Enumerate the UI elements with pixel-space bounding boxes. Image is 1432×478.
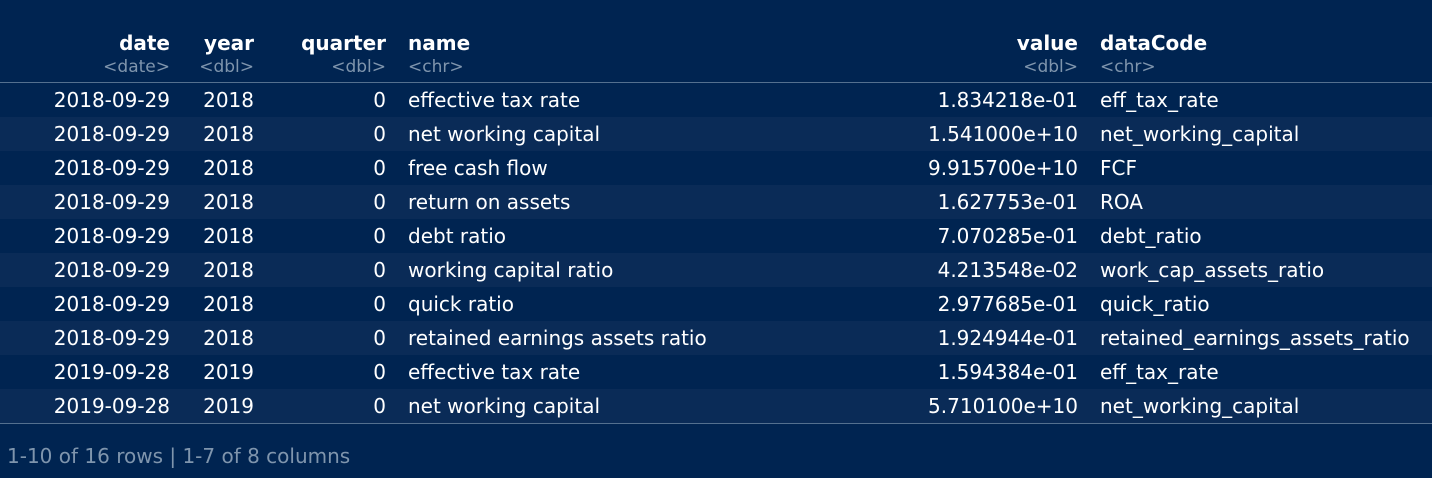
cell-datacode: debt_ratio: [1080, 219, 1432, 253]
cell-year: 2018: [172, 321, 258, 355]
table-row: 2019-09-28 2019 0 effective tax rate 1.5…: [0, 355, 1432, 389]
cell-quarter: 0: [258, 253, 390, 287]
cell-name: effective tax rate: [390, 355, 830, 389]
column-type: <dbl>: [199, 57, 254, 77]
cell-value: 4.213548e-02: [830, 253, 1080, 287]
cell-date: 2018-09-29: [0, 219, 172, 253]
cell-datacode: quick_ratio: [1080, 287, 1432, 321]
column-type: <dbl>: [1023, 57, 1078, 77]
table-row: 2018-09-29 2018 0 quick ratio 2.977685e-…: [0, 287, 1432, 321]
cell-date: 2019-09-28: [0, 355, 172, 389]
column-name: dataCode: [1100, 31, 1208, 55]
column-header-value[interactable]: value <dbl>: [830, 24, 1080, 83]
cell-value: 9.915700e+10: [830, 151, 1080, 185]
cell-name: quick ratio: [390, 287, 830, 321]
cell-year: 2018: [172, 185, 258, 219]
cell-name: net working capital: [390, 117, 830, 151]
cell-year: 2018: [172, 219, 258, 253]
column-type: <chr>: [1100, 57, 1156, 77]
cell-year: 2018: [172, 253, 258, 287]
table-header: date <date> year <dbl> quarter <dbl> nam…: [0, 24, 1432, 83]
cell-year: 2018: [172, 151, 258, 185]
cell-value: 1.541000e+10: [830, 117, 1080, 151]
cell-datacode: retained_earnings_assets_ratio: [1080, 321, 1432, 355]
cell-quarter: 0: [258, 82, 390, 117]
cell-quarter: 0: [258, 117, 390, 151]
cell-quarter: 0: [258, 321, 390, 355]
column-name: quarter: [301, 31, 386, 55]
cell-quarter: 0: [258, 185, 390, 219]
column-type: <date>: [103, 57, 170, 77]
cell-year: 2018: [172, 82, 258, 117]
cell-date: 2018-09-29: [0, 321, 172, 355]
table-row: 2018-09-29 2018 0 working capital ratio …: [0, 253, 1432, 287]
table-row: 2018-09-29 2018 0 free cash flow 9.91570…: [0, 151, 1432, 185]
cell-date: 2018-09-29: [0, 82, 172, 117]
cell-value: 5.710100e+10: [830, 389, 1080, 424]
cell-date: 2018-09-29: [0, 287, 172, 321]
table-row: 2018-09-29 2018 0 net working capital 1.…: [0, 117, 1432, 151]
column-header-name[interactable]: name <chr>: [390, 24, 830, 83]
table-body: 2018-09-29 2018 0 effective tax rate 1.8…: [0, 82, 1432, 424]
cell-name: retained earnings assets ratio: [390, 321, 830, 355]
cell-value: 1.924944e-01: [830, 321, 1080, 355]
cell-date: 2018-09-29: [0, 117, 172, 151]
table-row: 2018-09-29 2018 0 debt ratio 7.070285e-0…: [0, 219, 1432, 253]
cell-year: 2019: [172, 389, 258, 424]
cell-name: effective tax rate: [390, 82, 830, 117]
cell-datacode: net_working_capital: [1080, 117, 1432, 151]
cell-name: return on assets: [390, 185, 830, 219]
cell-datacode: eff_tax_rate: [1080, 355, 1432, 389]
cell-quarter: 0: [258, 287, 390, 321]
table-row: 2019-09-28 2019 0 net working capital 5.…: [0, 389, 1432, 424]
column-header-year[interactable]: year <dbl>: [172, 24, 258, 83]
cell-value: 1.627753e-01: [830, 185, 1080, 219]
column-header-datacode[interactable]: dataCode <chr>: [1080, 24, 1432, 83]
column-type: <dbl>: [331, 57, 386, 77]
cell-value: 2.977685e-01: [830, 287, 1080, 321]
cell-datacode: FCF: [1080, 151, 1432, 185]
cell-datacode: ROA: [1080, 185, 1432, 219]
cell-quarter: 0: [258, 151, 390, 185]
cell-name: free cash flow: [390, 151, 830, 185]
cell-year: 2019: [172, 355, 258, 389]
column-name: name: [408, 31, 471, 55]
column-header-quarter[interactable]: quarter <dbl>: [258, 24, 390, 83]
cell-datacode: net_working_capital: [1080, 389, 1432, 424]
header-row: date <date> year <dbl> quarter <dbl> nam…: [0, 24, 1432, 83]
cell-value: 7.070285e-01: [830, 219, 1080, 253]
table-row: 2018-09-29 2018 0 return on assets 1.627…: [0, 185, 1432, 219]
column-header-date[interactable]: date <date>: [0, 24, 172, 83]
cell-quarter: 0: [258, 219, 390, 253]
column-name: value: [1016, 31, 1078, 55]
cell-date: 2018-09-29: [0, 185, 172, 219]
cell-datacode: eff_tax_rate: [1080, 82, 1432, 117]
cell-value: 1.834218e-01: [830, 82, 1080, 117]
cell-year: 2018: [172, 287, 258, 321]
column-name: date: [119, 31, 170, 55]
column-name: year: [204, 31, 254, 55]
cell-year: 2018: [172, 117, 258, 151]
cell-quarter: 0: [258, 355, 390, 389]
table-row: 2018-09-29 2018 0 retained earnings asse…: [0, 321, 1432, 355]
cell-value: 1.594384e-01: [830, 355, 1080, 389]
column-type: <chr>: [408, 57, 464, 77]
cell-name: net working capital: [390, 389, 830, 424]
cell-date: 2018-09-29: [0, 253, 172, 287]
table-row: 2018-09-29 2018 0 effective tax rate 1.8…: [0, 82, 1432, 117]
cell-name: debt ratio: [390, 219, 830, 253]
cell-quarter: 0: [258, 389, 390, 424]
table-pagination-summary: 1-10 of 16 rows | 1-7 of 8 columns: [7, 444, 351, 468]
cell-datacode: work_cap_assets_ratio: [1080, 253, 1432, 287]
cell-name: working capital ratio: [390, 253, 830, 287]
cell-date: 2018-09-29: [0, 151, 172, 185]
cell-date: 2019-09-28: [0, 389, 172, 424]
data-table: date <date> year <dbl> quarter <dbl> nam…: [0, 24, 1432, 424]
